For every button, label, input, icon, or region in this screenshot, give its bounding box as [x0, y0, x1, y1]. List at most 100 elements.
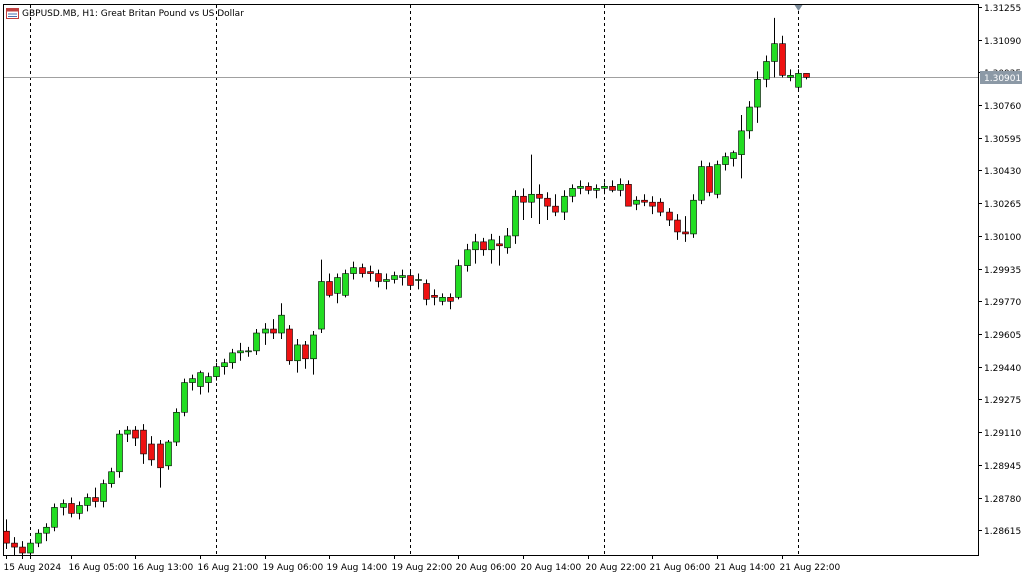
candle-bull[interactable] — [189, 378, 196, 383]
candle-bull[interactable] — [488, 239, 495, 251]
candle-bull[interactable] — [237, 350, 244, 354]
candle-bear[interactable] — [270, 328, 277, 334]
candle-bull[interactable] — [577, 186, 584, 189]
candle-bull[interactable] — [318, 281, 325, 330]
candle-bear[interactable] — [286, 328, 293, 362]
candle-bear[interactable] — [682, 231, 689, 235]
candle-bear[interactable] — [359, 267, 366, 274]
candle-bull[interactable] — [738, 130, 745, 155]
candle-bull[interactable] — [229, 352, 236, 364]
candle-bull[interactable] — [173, 411, 180, 443]
candle-bear[interactable] — [140, 429, 147, 455]
candle-bull[interactable] — [472, 241, 479, 251]
candle-bear[interactable] — [68, 503, 75, 514]
candle-bear[interactable] — [375, 273, 382, 282]
candle-bear[interactable] — [520, 195, 527, 203]
candle-bull[interactable] — [714, 164, 721, 195]
candle-bull[interactable] — [51, 507, 58, 528]
candle-bear[interactable] — [544, 197, 551, 207]
candle-bull[interactable] — [512, 195, 519, 237]
candle-bull[interactable] — [253, 332, 260, 352]
candle-bull[interactable] — [415, 279, 422, 281]
candle-bear[interactable] — [706, 166, 713, 193]
candle-bull[interactable] — [35, 532, 42, 544]
candle-bull[interactable] — [464, 249, 471, 266]
candle-bull[interactable] — [60, 503, 67, 508]
candle-bear[interactable] — [132, 429, 139, 439]
candle-bear[interactable] — [423, 283, 430, 300]
candle-bull[interactable] — [245, 350, 252, 353]
candle-bull[interactable] — [84, 497, 91, 506]
candle-bull[interactable] — [601, 186, 608, 189]
candle-bear[interactable] — [431, 295, 438, 298]
candle-bull[interactable] — [439, 297, 446, 302]
candle-bull[interactable] — [165, 441, 172, 467]
candle-bear[interactable] — [3, 530, 10, 544]
candle-bull[interactable] — [754, 79, 761, 108]
candle-bear[interactable] — [480, 241, 487, 251]
candle-bull[interactable] — [221, 362, 228, 368]
candle-bear[interactable] — [641, 199, 648, 203]
candle-bull[interactable] — [746, 106, 753, 132]
candle-bear[interactable] — [367, 271, 374, 274]
candle-bull[interactable] — [278, 314, 285, 334]
candle-bull[interactable] — [722, 156, 729, 165]
candle-bear[interactable] — [536, 193, 543, 199]
candle-bear[interactable] — [585, 186, 592, 191]
candle-bull[interactable] — [116, 433, 123, 473]
candle-bear[interactable] — [11, 542, 18, 548]
candle-bull[interactable] — [213, 366, 220, 377]
candle-bear[interactable] — [609, 186, 616, 191]
candle-bear[interactable] — [148, 443, 155, 461]
candle-bear[interactable] — [407, 275, 414, 286]
candle-bull[interactable] — [504, 235, 511, 249]
candle-bull[interactable] — [124, 429, 131, 435]
candle-bull[interactable] — [310, 334, 317, 360]
candle-bull[interactable] — [76, 505, 83, 514]
candle-bull[interactable] — [43, 526, 50, 534]
candle-bull[interactable] — [294, 344, 301, 362]
candle-bull[interactable] — [561, 195, 568, 213]
candle-bull[interactable] — [350, 267, 357, 274]
candle-bear[interactable] — [552, 205, 559, 213]
candle-bull[interactable] — [569, 188, 576, 197]
candle-bear[interactable] — [666, 211, 673, 221]
candle-bull[interactable] — [617, 184, 624, 191]
candle-bear[interactable] — [496, 243, 503, 247]
candle-bear[interactable] — [302, 344, 309, 360]
candle-bull[interactable] — [633, 199, 640, 205]
candle-bull[interactable] — [698, 166, 705, 201]
candle-bull[interactable] — [391, 275, 398, 280]
candle-bull[interactable] — [730, 152, 737, 159]
candle-bull[interactable] — [181, 382, 188, 413]
candle-bear[interactable] — [803, 73, 810, 78]
candle-bear[interactable] — [625, 184, 632, 207]
candle-bull[interactable] — [342, 273, 349, 296]
candle-bear[interactable] — [157, 443, 164, 469]
candle-bull[interactable] — [528, 193, 535, 203]
candle-bear[interactable] — [92, 497, 99, 502]
candle-bear[interactable] — [779, 43, 786, 76]
candle-bull[interactable] — [399, 275, 406, 278]
candle-bear[interactable] — [649, 201, 656, 207]
candle-bear[interactable] — [447, 297, 454, 302]
candle-bull[interactable] — [108, 471, 115, 484]
candle-bear[interactable] — [19, 546, 26, 554]
candle-bear[interactable] — [657, 201, 664, 213]
candle-bull[interactable] — [771, 43, 778, 62]
candle-bull[interactable] — [262, 328, 269, 334]
candle-bull[interactable] — [27, 542, 34, 554]
candle-bull[interactable] — [197, 372, 204, 387]
candle-bull[interactable] — [593, 188, 600, 191]
candle-bull[interactable] — [763, 61, 770, 80]
candle-bull[interactable] — [795, 73, 802, 88]
candle-bull[interactable] — [383, 279, 390, 282]
candle-bull[interactable] — [100, 483, 107, 502]
candle-bull[interactable] — [205, 376, 212, 383]
candle-bear[interactable] — [674, 219, 681, 233]
candle-bull[interactable] — [787, 75, 794, 78]
candle-bull[interactable] — [455, 265, 462, 298]
candle-bull[interactable] — [690, 199, 697, 235]
